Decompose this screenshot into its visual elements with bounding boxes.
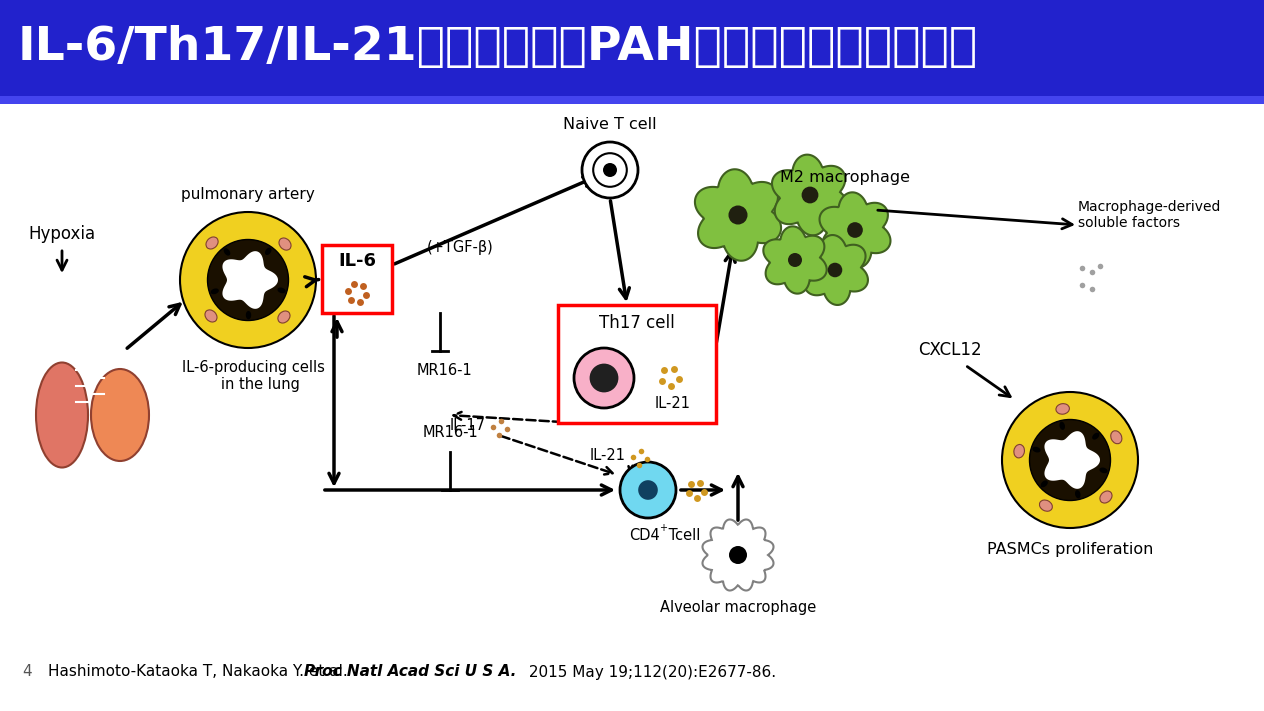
Polygon shape [695, 169, 781, 261]
Circle shape [574, 348, 635, 408]
Polygon shape [763, 226, 827, 294]
Text: Alveolar macrophage: Alveolar macrophage [660, 600, 817, 615]
Text: MR16-1: MR16-1 [417, 363, 473, 378]
Ellipse shape [278, 311, 289, 323]
Polygon shape [772, 154, 848, 235]
Text: 4: 4 [21, 665, 32, 680]
Ellipse shape [277, 287, 286, 293]
Ellipse shape [224, 248, 230, 256]
Text: IL-6/Th17/IL-21シグナル軸はPAH病態形成で重要である: IL-6/Th17/IL-21シグナル軸はPAH病態形成で重要である [18, 26, 978, 70]
Text: +: + [659, 523, 667, 533]
Text: Th17 cell: Th17 cell [599, 314, 675, 332]
Circle shape [828, 263, 842, 277]
Ellipse shape [1100, 468, 1107, 474]
Circle shape [638, 480, 657, 500]
Polygon shape [222, 251, 278, 309]
Ellipse shape [1014, 444, 1024, 458]
Circle shape [179, 212, 316, 348]
Circle shape [729, 546, 747, 564]
Text: Hypoxia: Hypoxia [28, 225, 96, 243]
Ellipse shape [205, 310, 217, 322]
Circle shape [581, 142, 638, 198]
Text: Tcell: Tcell [664, 528, 700, 543]
Bar [557, 305, 715, 423]
Ellipse shape [35, 363, 88, 468]
Ellipse shape [1039, 500, 1053, 511]
Circle shape [603, 163, 617, 177]
Bar [322, 245, 392, 313]
Ellipse shape [245, 311, 252, 319]
Ellipse shape [1040, 481, 1048, 487]
Text: pulmonary artery: pulmonary artery [181, 187, 315, 202]
Polygon shape [803, 235, 868, 305]
Circle shape [728, 205, 747, 225]
Ellipse shape [91, 369, 149, 461]
Text: IL-6: IL-6 [337, 252, 375, 270]
Circle shape [621, 462, 676, 518]
Text: IL-17: IL-17 [450, 417, 485, 432]
Ellipse shape [1092, 433, 1100, 439]
Circle shape [801, 186, 818, 203]
Ellipse shape [206, 237, 219, 249]
Circle shape [1002, 392, 1138, 528]
Circle shape [787, 253, 801, 267]
Circle shape [593, 153, 627, 187]
Text: Proc Natl Acad Sci U S A.: Proc Natl Acad Sci U S A. [305, 665, 517, 680]
Text: PASMCs proliferation: PASMCs proliferation [987, 542, 1153, 557]
Ellipse shape [1111, 431, 1122, 444]
Circle shape [847, 222, 863, 238]
Bar [0, 96, 1264, 104]
Bar [0, 0, 1264, 96]
Ellipse shape [1055, 404, 1069, 415]
Ellipse shape [1033, 447, 1040, 452]
Ellipse shape [1074, 490, 1081, 498]
Text: IL-6-producing cells
   in the lung: IL-6-producing cells in the lung [182, 360, 325, 392]
Ellipse shape [279, 238, 291, 250]
Ellipse shape [1059, 422, 1066, 430]
Circle shape [589, 363, 618, 392]
Text: IL-21: IL-21 [590, 447, 626, 462]
Text: (+TGF-β): (+TGF-β) [427, 240, 493, 255]
Text: CD4: CD4 [628, 528, 660, 543]
Text: MR16-1: MR16-1 [422, 425, 478, 440]
Text: IL-21: IL-21 [655, 395, 691, 410]
Polygon shape [1044, 431, 1100, 489]
Ellipse shape [265, 247, 272, 255]
Polygon shape [703, 520, 774, 591]
Polygon shape [819, 193, 890, 267]
Text: CXCL12: CXCL12 [918, 341, 982, 359]
Text: Macrophage-derived
soluble factors: Macrophage-derived soluble factors [1078, 200, 1221, 230]
Ellipse shape [211, 289, 219, 294]
Circle shape [207, 240, 288, 321]
Ellipse shape [1100, 491, 1112, 503]
Text: M2 macrophage: M2 macrophage [780, 170, 910, 185]
Text: Hashimoto-Kataoka T, Nakaoka Y. et al.: Hashimoto-Kataoka T, Nakaoka Y. et al. [48, 665, 353, 680]
Text: 2015 May 19;112(20):E2677-86.: 2015 May 19;112(20):E2677-86. [525, 665, 776, 680]
Text: Naive T cell: Naive T cell [564, 117, 657, 132]
Circle shape [1029, 419, 1111, 501]
